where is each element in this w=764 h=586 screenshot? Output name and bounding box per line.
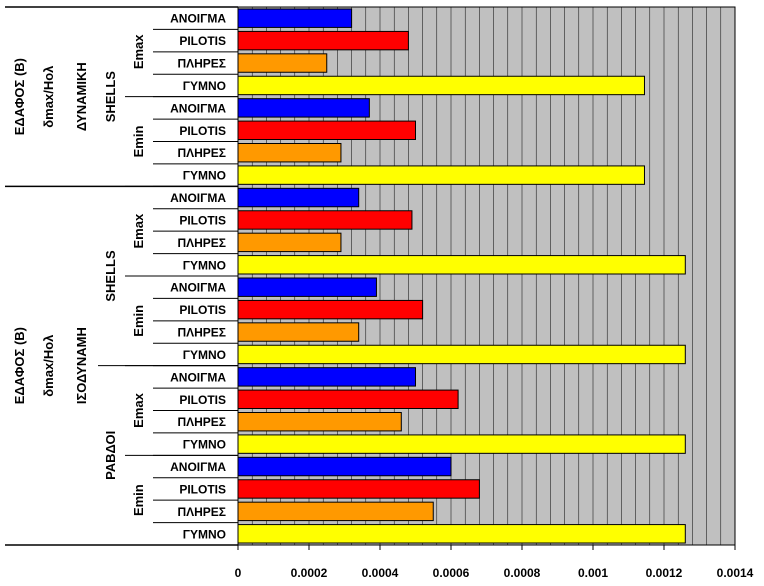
analysis-group-label: ΔΥΝΑΜΙΚΗ: [74, 62, 89, 131]
x-axis: 0 0.0002 0.0004 0.0006 0.0008 0.001 0.0012 0.00…: [235, 544, 754, 580]
x-tick-label: 0.0006: [433, 566, 470, 580]
analysis-group-label: ΕΔΑΦΟΣ (Β): [12, 327, 27, 404]
grid: [251, 7, 722, 545]
bar: [237, 98, 370, 118]
category-label: ΠΛΗΡΕΣ: [177, 505, 226, 519]
x-tick-label: 0.0002: [291, 566, 328, 580]
category-label: ΑΝΟΙΓΜΑ: [170, 370, 226, 384]
bar: [237, 456, 452, 477]
bar: [237, 210, 413, 230]
category-labels: ΑΝΟΙΓΜΑ PILOTIS ΠΛΗΡΕΣ ΓΥΜΝΟ ΑΝΟΙΓΜΑ PILOTIS Π…: [170, 12, 226, 542]
bar: [237, 434, 686, 454]
e-group-label: Emin: [131, 305, 146, 337]
category-label: ΑΝΟΙΓΜΑ: [170, 460, 226, 474]
plot-background: [237, 6, 736, 546]
e-group-label: Emin: [131, 484, 146, 516]
bar: [237, 232, 342, 253]
x-tick-label: 0.001: [578, 566, 608, 580]
category-label: ΓΥΜΝΟ: [183, 79, 226, 93]
bar: [237, 75, 645, 96]
bar: [237, 322, 360, 342]
category-label: ΑΝΟΙΓΜΑ: [170, 191, 226, 205]
bar: [237, 165, 645, 185]
bar: [237, 277, 377, 297]
category-label: ΠΛΗΡΕΣ: [177, 57, 226, 71]
bar: [237, 143, 342, 163]
bars: [237, 8, 686, 544]
e-group-labels: Emax Emin Emax Emin Emax Emin: [131, 34, 146, 516]
analysis-group-label: δmax/Hολ: [41, 334, 56, 397]
category-label: PILOTIS: [179, 213, 226, 227]
group-separators: [5, 6, 238, 546]
x-tick-label: 0.0014: [717, 566, 754, 580]
bar: [237, 30, 409, 51]
category-label: ΓΥΜΝΟ: [183, 258, 226, 272]
e-group-label: Emax: [131, 213, 146, 248]
e-group-label: Emax: [131, 392, 146, 427]
bar: [237, 255, 686, 275]
bar: [237, 187, 360, 208]
x-tick-label: 0.0004: [362, 566, 399, 580]
category-label: ΠΛΗΡΕΣ: [177, 236, 226, 250]
category-label: ΠΛΗΡΕΣ: [177, 415, 226, 429]
category-label: ΑΝΟΙΓΜΑ: [170, 281, 226, 295]
bar: [237, 299, 424, 320]
bar: [237, 412, 402, 432]
x-tick-label: 0.0008: [504, 566, 541, 580]
category-label: PILOTIS: [179, 482, 226, 496]
bar: [237, 8, 353, 28]
e-group-label: Emax: [131, 34, 146, 69]
bar: [237, 367, 416, 387]
e-group-label: Emin: [131, 126, 146, 158]
analysis-group-label: ΕΔΑΦΟΣ (Β): [12, 58, 27, 135]
analysis-group-label: ΙΣΟΔΥΝΑΜΗ: [74, 327, 89, 404]
bar: [237, 501, 434, 522]
x-tick-label: 0: [235, 566, 242, 580]
bar: [237, 344, 686, 365]
type-group-label: SHELLS: [103, 71, 118, 123]
analysis-group-label: δmax/Hολ: [41, 65, 56, 128]
bar: [237, 53, 328, 73]
bar: [237, 479, 480, 499]
type-group-label: SHELLS: [103, 250, 118, 302]
analysis-group-labels: ΕΔΑΦΟΣ (Β) δmax/Hολ ΔΥΝΑΜΙΚΗ ΕΔΑΦΟΣ (Β) δmax…: [12, 58, 89, 404]
category-label: PILOTIS: [179, 303, 226, 317]
bar: [237, 524, 686, 544]
category-label: ΓΥΜΝΟ: [183, 169, 226, 183]
category-label: PILOTIS: [179, 124, 226, 138]
category-label: PILOTIS: [179, 34, 226, 48]
category-label: ΓΥΜΝΟ: [183, 438, 226, 452]
type-group-labels: SHELLS SHELLS ΡΑΒΔΟΙ: [103, 71, 118, 480]
bar: [237, 389, 459, 410]
category-label: PILOTIS: [179, 393, 226, 407]
category-label: ΓΥΜΝΟ: [183, 348, 226, 362]
category-label: ΓΥΜΝΟ: [183, 527, 226, 541]
bar: [237, 120, 416, 141]
category-label: ΠΛΗΡΕΣ: [177, 326, 226, 340]
type-group-label: ΡΑΒΔΟΙ: [103, 431, 118, 480]
category-label: ΠΛΗΡΕΣ: [177, 146, 226, 160]
x-tick-label: 0.0012: [646, 566, 683, 580]
category-label: ΑΝΟΙΓΜΑ: [170, 101, 226, 115]
category-label: ΑΝΟΙΓΜΑ: [170, 12, 226, 26]
